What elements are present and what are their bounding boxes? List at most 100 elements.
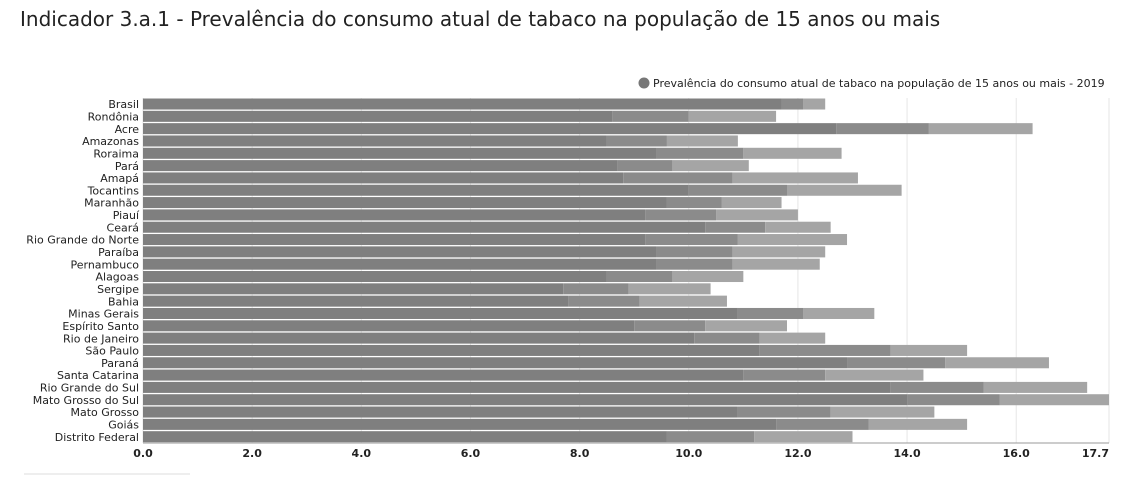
y-tick-label: Brasil	[108, 98, 139, 111]
y-tick-label: Amapá	[100, 172, 139, 185]
bar-segment	[716, 209, 798, 221]
x-tick-label: 2.0	[242, 447, 262, 460]
bar-segment	[983, 381, 1088, 393]
bar-segment	[143, 184, 689, 196]
y-tick-label: Minas Gerais	[68, 308, 139, 321]
bar-segment	[847, 357, 946, 369]
chart-title: Indicador 3.a.1 - Prevalência do consumo…	[20, 7, 940, 31]
x-tick-label: 4.0	[352, 447, 372, 460]
bar-segment	[836, 123, 929, 135]
bar-segment	[143, 160, 618, 172]
y-tick-label: Sergipe	[97, 283, 139, 296]
bar-segment	[825, 369, 924, 381]
bar-segment	[890, 381, 984, 393]
bar-segment	[743, 369, 826, 381]
bar-segment	[705, 221, 766, 233]
y-tick-label: Pernambuco	[71, 258, 140, 271]
y-tick-label: Goiás	[108, 419, 139, 432]
bar-segment	[759, 332, 826, 344]
bar-segment	[623, 172, 733, 184]
bar-segment	[143, 98, 782, 110]
bar-segment	[143, 357, 848, 369]
bar-segment	[694, 332, 760, 344]
y-tick-label: Rio de Janeiro	[63, 332, 139, 345]
y-tick-label: Maranhão	[84, 197, 139, 210]
legend-label: Prevalência do consumo atual de tabaco n…	[653, 77, 1105, 90]
bar-segment	[143, 123, 837, 135]
y-tick-label: Mato Grosso	[71, 406, 140, 419]
bar-segment	[143, 258, 657, 270]
y-tick-label: Roraima	[93, 147, 139, 160]
bar-segment	[143, 147, 657, 159]
y-tick-label: São Paulo	[85, 345, 139, 358]
bar-segment	[143, 307, 738, 319]
bar-segment	[143, 394, 908, 406]
bar-segment	[639, 295, 727, 307]
bar-segment	[672, 160, 749, 172]
bar-segment	[737, 307, 804, 319]
y-tick-label: Ceará	[107, 221, 139, 234]
bar-segment	[628, 283, 711, 295]
bar-segment	[732, 246, 826, 258]
bar-segment	[890, 344, 968, 356]
bar-segment	[656, 258, 733, 270]
y-tick-label: Acre	[115, 123, 140, 136]
y-tick-label: Mato Grosso do Sul	[33, 394, 139, 407]
bar-segment	[721, 197, 782, 209]
bar-segment	[830, 406, 935, 418]
bar-segment	[688, 184, 787, 196]
bar-segment	[617, 160, 673, 172]
bar-segment	[787, 184, 902, 196]
y-tick-label: Distrito Federal	[55, 431, 139, 444]
bar-segment	[143, 271, 607, 283]
y-tick-label: Tocantins	[87, 184, 140, 197]
bar-segment	[143, 431, 667, 443]
bar-segment	[143, 234, 646, 246]
bar-segment	[803, 307, 875, 319]
bar-segment	[143, 332, 695, 344]
y-tick-label: Bahia	[108, 295, 139, 308]
x-tick-label: 12.0	[784, 447, 811, 460]
bar-segment	[732, 172, 858, 184]
bar-segment	[945, 357, 1049, 369]
y-tick-label: Espírito Santo	[62, 320, 139, 333]
bar-segment	[666, 431, 755, 443]
bar-segment	[666, 197, 722, 209]
y-tick-label: Piauí	[113, 209, 140, 222]
bar-segment	[143, 135, 607, 147]
bar-segment	[656, 147, 744, 159]
x-tick-label: 14.0	[893, 447, 920, 460]
bar-segment	[705, 320, 787, 332]
bar-segment	[606, 135, 667, 147]
x-tick-label: 8.0	[570, 447, 590, 460]
bar-segment	[143, 406, 738, 418]
bar-segment	[143, 320, 635, 332]
bar-segment	[754, 431, 853, 443]
bar-segment	[143, 344, 760, 356]
bar-segment	[645, 209, 717, 221]
bar-segment	[688, 110, 777, 122]
bar-segment	[143, 295, 569, 307]
bar-segment	[737, 406, 831, 418]
bar-segment	[143, 369, 744, 381]
bar-segment	[606, 271, 673, 283]
legend-marker	[638, 77, 650, 89]
bar-segment	[143, 418, 777, 430]
bar-segment	[732, 258, 820, 270]
bar-segment	[143, 221, 706, 233]
bar-segment	[759, 344, 891, 356]
bar-segment	[781, 98, 804, 110]
bar-segment	[634, 320, 706, 332]
bar-segment	[645, 234, 738, 246]
bar-segment	[143, 246, 657, 258]
bar-segment	[765, 221, 831, 233]
y-tick-label: Santa Catarina	[57, 369, 139, 382]
bar-segment	[999, 394, 1109, 406]
y-tick-label: Amazonas	[82, 135, 139, 148]
y-tick-label: Pará	[115, 160, 139, 173]
y-tick-label: Paraíba	[98, 246, 139, 259]
bar-segment	[143, 172, 624, 184]
bar-segment	[776, 418, 869, 430]
bar-segment	[143, 209, 646, 221]
